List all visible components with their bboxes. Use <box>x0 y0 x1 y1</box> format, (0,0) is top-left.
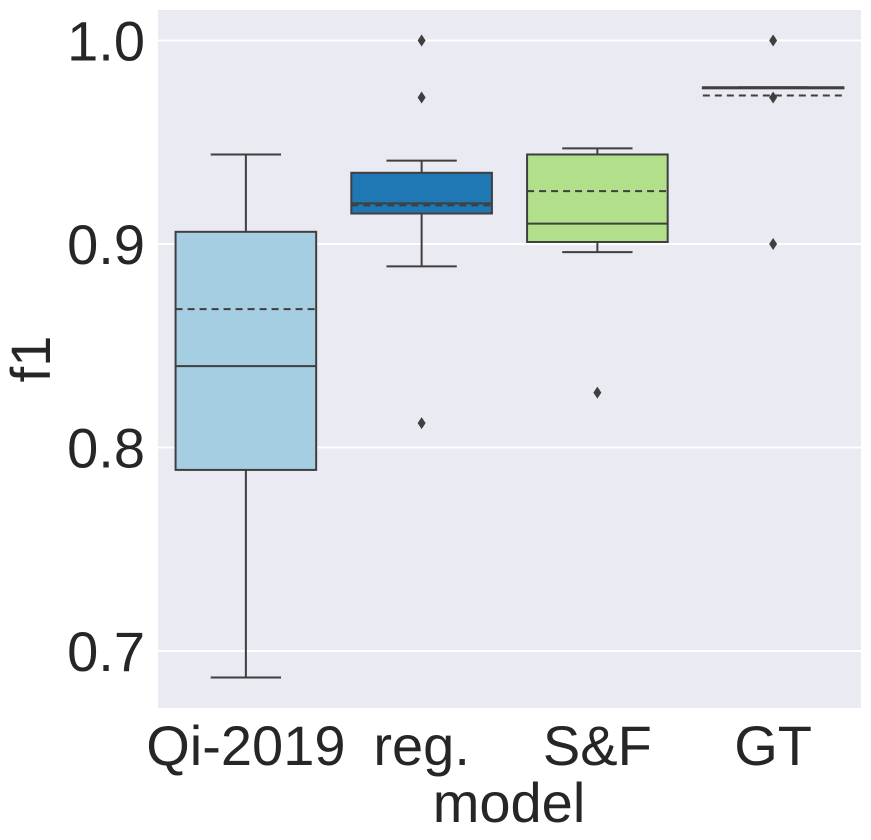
y-tick-label: 0.7 <box>67 620 145 683</box>
y-tick-label: 0.8 <box>67 417 145 480</box>
outlier-point <box>769 34 778 47</box>
y-axis-title: f1 <box>0 336 62 383</box>
x-tick-label: S&F <box>543 714 652 777</box>
outlier-point <box>769 91 778 104</box>
y-tick-label: 0.9 <box>67 213 145 276</box>
box-group <box>350 34 493 430</box>
x-axis-title: model <box>433 771 586 834</box>
y-tick-labels: 0.7 0.8 0.9 1.0 <box>67 10 145 683</box>
outlier-point <box>417 91 426 104</box>
x-tick-label: reg. <box>373 714 470 777</box>
outlier-point <box>417 34 426 47</box>
y-tick-label: 1.0 <box>67 10 145 73</box>
box-group <box>174 153 318 679</box>
x-tick-label: GT <box>734 714 812 777</box>
box-group <box>701 34 845 251</box>
box-body <box>350 171 493 215</box>
x-tick-label: Qi-2019 <box>146 714 345 777</box>
outlier-point <box>769 238 778 251</box>
x-tick-labels: Qi-2019 reg. S&F GT <box>146 714 812 777</box>
outlier-point <box>417 417 426 430</box>
box-body <box>174 230 318 471</box>
box-body <box>526 153 669 243</box>
outlier-point <box>593 386 602 399</box>
box-group <box>526 147 669 399</box>
box-series <box>174 34 845 679</box>
